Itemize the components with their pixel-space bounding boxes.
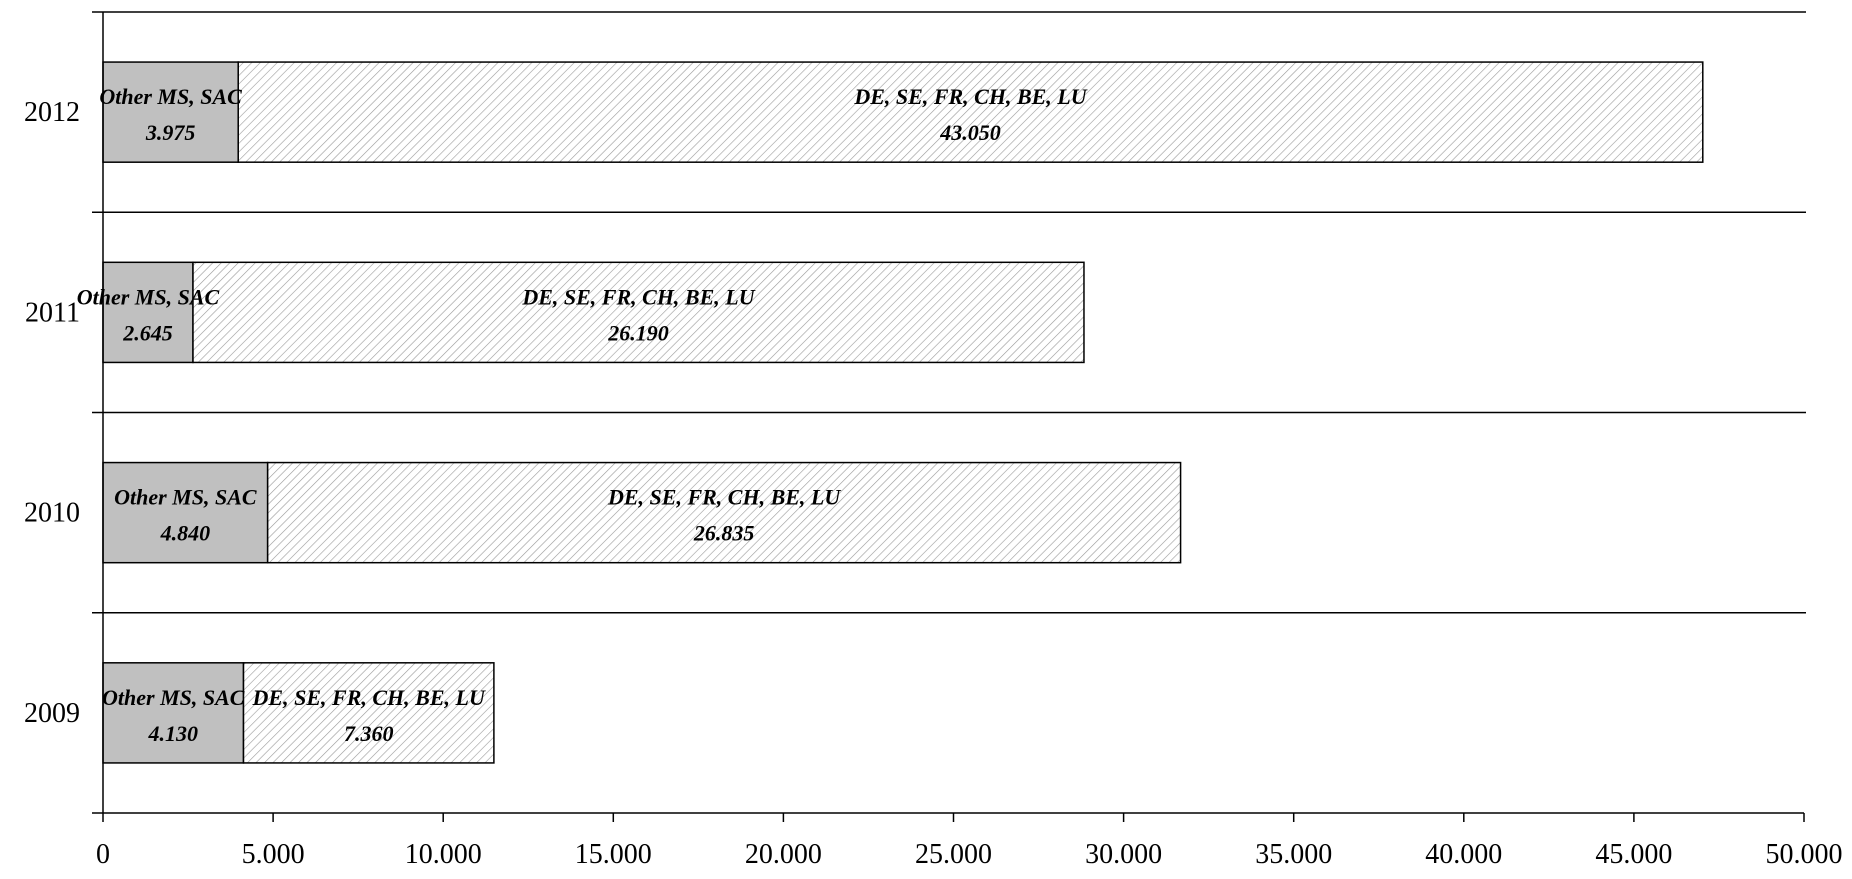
bar-segment (102, 662, 245, 764)
bar-segment (266, 461, 1182, 564)
x-tick-label: 40.000 (1425, 839, 1502, 870)
category-label: 2011 (25, 297, 80, 328)
bar-segment (192, 261, 1085, 364)
bar-segment (102, 61, 239, 163)
x-tick-label: 25.000 (915, 839, 992, 870)
bar-value-label: 4.840 (160, 521, 211, 546)
axes-layer (92, 12, 1805, 822)
bar-series-name-label: Other MS, SAC (102, 685, 245, 710)
bar-series-name-label: Other MS, SAC (99, 84, 242, 109)
x-tick-label: 30.000 (1085, 839, 1162, 870)
bar-value-label: 7.360 (344, 721, 394, 746)
bar-value-label: 2.645 (122, 320, 173, 345)
x-tick-label: 20.000 (745, 839, 822, 870)
bar-value-label: 43.050 (939, 120, 1001, 145)
bar-value-label: 26.190 (607, 320, 669, 345)
bar-value-label: 26.835 (693, 521, 755, 546)
x-tick-label: 35.000 (1255, 839, 1332, 870)
bar-value-label: 4.130 (148, 721, 199, 746)
bar-segment (242, 662, 495, 764)
bar-series-name-label: DE, SE, FR, CH, BE, LU (853, 84, 1087, 109)
bar-series-name-label: DE, SE, FR, CH, BE, LU (252, 685, 486, 710)
bar-series-name-label: Other MS, SAC (77, 284, 220, 309)
bar-segment (102, 261, 194, 364)
category-label: 2009 (24, 698, 80, 729)
bar-segment (102, 461, 269, 564)
bars-layer (102, 61, 1704, 764)
category-label: 2012 (24, 97, 80, 128)
x-tick-label: 0 (96, 839, 110, 870)
category-label: 2010 (24, 498, 80, 529)
bar-series-name-label: Other MS, SAC (114, 485, 257, 510)
x-tick-label: 10.000 (405, 839, 482, 870)
x-tick-label: 15.000 (575, 839, 652, 870)
x-tick-label: 50.000 (1766, 839, 1843, 870)
bar-segment (237, 61, 1704, 163)
bar-series-name-label: DE, SE, FR, CH, BE, LU (521, 284, 755, 309)
x-tick-label: 5.000 (242, 839, 305, 870)
grid-layer (92, 11, 1806, 614)
x-tick-label: 45.000 (1595, 839, 1672, 870)
bar-value-label: 3.975 (145, 120, 196, 145)
bar-series-name-label: DE, SE, FR, CH, BE, LU (607, 485, 841, 510)
labels-layer: 0 5.000 10.000 15.000 20.000 25.000 30.000 35.0… (24, 84, 1843, 870)
